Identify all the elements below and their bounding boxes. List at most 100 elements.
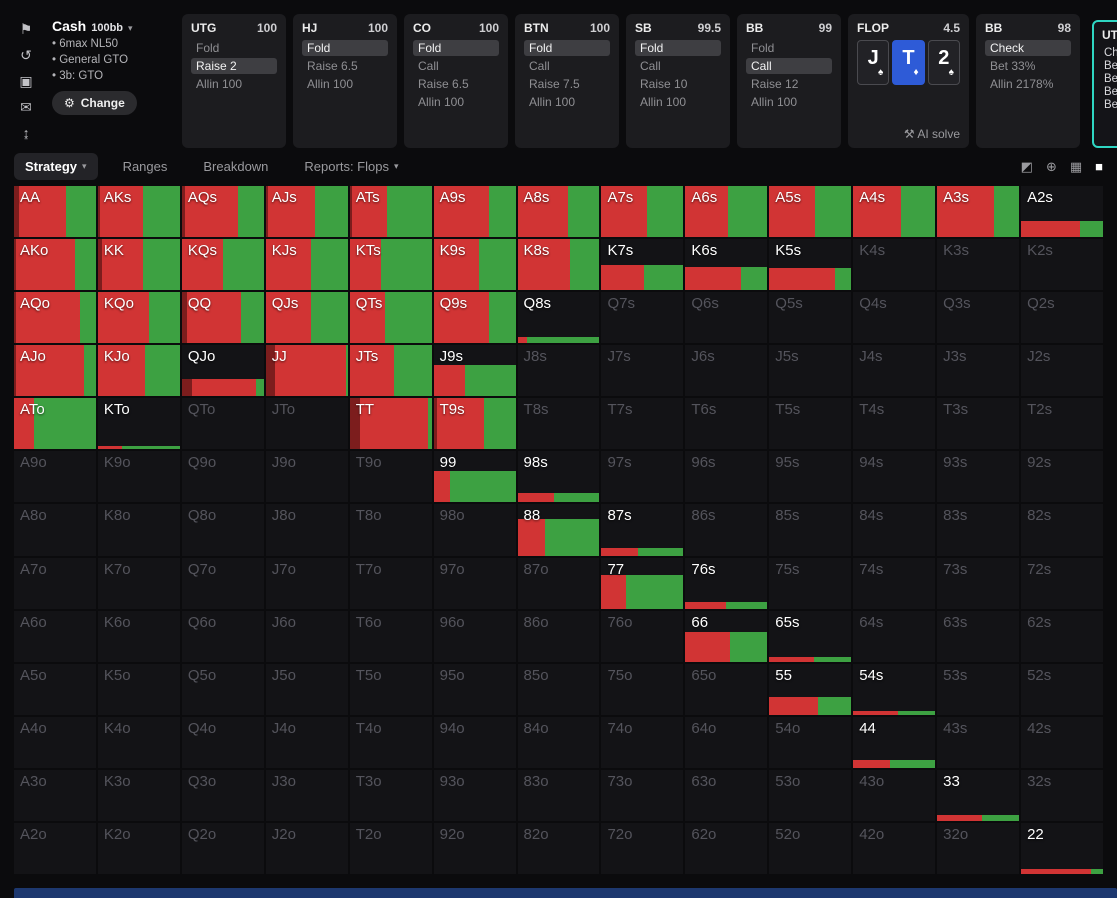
- hand-cell-AQs[interactable]: AQs: [181, 186, 264, 238]
- hand-cell-J7s[interactable]: J7s: [601, 345, 684, 397]
- hand-cell-42o[interactable]: 42o: [853, 822, 936, 874]
- hand-cell-T2s[interactable]: T2s: [1021, 398, 1103, 450]
- action-raise-6-5[interactable]: Raise 6.5: [307, 59, 358, 73]
- hand-cell-KJs[interactable]: KJs: [265, 239, 348, 291]
- hand-cell-74s[interactable]: 74s: [853, 557, 936, 609]
- hand-cell-98o[interactable]: 98o: [433, 504, 516, 556]
- hand-cell-87s[interactable]: 87s: [601, 504, 684, 556]
- hand-cell-A2o[interactable]: A2o: [14, 822, 96, 874]
- action-raise-10[interactable]: Raise 10: [640, 77, 688, 91]
- history-icon[interactable]: ↺: [20, 47, 32, 63]
- hand-cell-74o[interactable]: 74o: [601, 716, 684, 768]
- hand-cell-42s[interactable]: 42s: [1021, 716, 1103, 768]
- hand-cell-86s[interactable]: 86s: [685, 504, 768, 556]
- action-fold[interactable]: Fold: [302, 40, 388, 56]
- hand-cell-T6s[interactable]: T6s: [685, 398, 768, 450]
- action-bet[interactable]: Bet: [1104, 86, 1117, 98]
- hand-cell-92s[interactable]: 92s: [1021, 451, 1103, 503]
- action-che[interactable]: Che: [1104, 47, 1117, 59]
- hand-cell-T9o[interactable]: T9o: [349, 451, 432, 503]
- hand-cell-K8o[interactable]: K8o: [97, 504, 180, 556]
- hand-cell-QTs[interactable]: QTs: [349, 292, 432, 344]
- hand-cell-KTo[interactable]: KTo: [97, 398, 180, 450]
- hand-cell-82s[interactable]: 82s: [1021, 504, 1103, 556]
- hand-cell-52s[interactable]: 52s: [1021, 663, 1103, 715]
- hand-cell-A7s[interactable]: A7s: [601, 186, 684, 238]
- hand-cell-J2s[interactable]: J2s: [1021, 345, 1103, 397]
- hand-cell-53o[interactable]: 53o: [769, 769, 852, 821]
- hand-cell-J2o[interactable]: J2o: [265, 822, 348, 874]
- hand-cell-Q2s[interactable]: Q2s: [1021, 292, 1103, 344]
- action-allin-100[interactable]: Allin 100: [418, 95, 465, 109]
- hand-cell-ATs[interactable]: ATs: [349, 186, 432, 238]
- hand-cell-K6s[interactable]: K6s: [685, 239, 768, 291]
- hand-cell-A9s[interactable]: A9s: [433, 186, 516, 238]
- hand-cell-62s[interactable]: 62s: [1021, 610, 1103, 662]
- hand-cell-72o[interactable]: 72o: [601, 822, 684, 874]
- hand-cell-96o[interactable]: 96o: [433, 610, 516, 662]
- tab-breakdown[interactable]: Breakdown: [192, 153, 279, 180]
- hand-cell-T4o[interactable]: T4o: [349, 716, 432, 768]
- hand-cell-84o[interactable]: 84o: [517, 716, 600, 768]
- hand-cell-T5o[interactable]: T5o: [349, 663, 432, 715]
- hand-cell-A7o[interactable]: A7o: [14, 557, 96, 609]
- hand-cell-T7s[interactable]: T7s: [601, 398, 684, 450]
- action-call[interactable]: Call: [746, 58, 832, 74]
- action-allin-2178-[interactable]: Allin 2178%: [990, 77, 1054, 91]
- hand-cell-53s[interactable]: 53s: [937, 663, 1020, 715]
- hand-cell-JTs[interactable]: JTs: [349, 345, 432, 397]
- range-depth-icon[interactable]: ↨: [22, 125, 30, 141]
- hand-cell-Q2o[interactable]: Q2o: [181, 822, 264, 874]
- hand-cell-43o[interactable]: 43o: [853, 769, 936, 821]
- hand-cell-95s[interactable]: 95s: [769, 451, 852, 503]
- hand-cell-QQ[interactable]: QQ: [181, 292, 264, 344]
- hand-cell-Q3s[interactable]: Q3s: [937, 292, 1020, 344]
- hand-cell-82o[interactable]: 82o: [517, 822, 600, 874]
- hand-cell-T8s[interactable]: T8s: [517, 398, 600, 450]
- hand-cell-J4o[interactable]: J4o: [265, 716, 348, 768]
- hand-cell-55[interactable]: 55: [769, 663, 852, 715]
- action-raise-6-5[interactable]: Raise 6.5: [418, 77, 469, 91]
- hand-cell-A5o[interactable]: A5o: [14, 663, 96, 715]
- game-selector[interactable]: Cash 100bb ▾: [52, 18, 178, 34]
- chat-icon[interactable]: ✉: [20, 99, 32, 115]
- hand-cell-K3o[interactable]: K3o: [97, 769, 180, 821]
- hand-cell-T2o[interactable]: T2o: [349, 822, 432, 874]
- hand-cell-32o[interactable]: 32o: [937, 822, 1020, 874]
- hand-cell-77[interactable]: 77: [601, 557, 684, 609]
- hand-cell-AA[interactable]: AA: [14, 186, 96, 238]
- hand-cell-44[interactable]: 44: [853, 716, 936, 768]
- hand-cell-T6o[interactable]: T6o: [349, 610, 432, 662]
- action-bet-33-[interactable]: Bet 33%: [990, 59, 1036, 73]
- hand-cell-Q9o[interactable]: Q9o: [181, 451, 264, 503]
- hand-cell-94o[interactable]: 94o: [433, 716, 516, 768]
- hand-cell-96s[interactable]: 96s: [685, 451, 768, 503]
- hand-cell-66[interactable]: 66: [685, 610, 768, 662]
- hand-cell-63s[interactable]: 63s: [937, 610, 1020, 662]
- hand-cell-75s[interactable]: 75s: [769, 557, 852, 609]
- hand-cell-A6o[interactable]: A6o: [14, 610, 96, 662]
- hand-cell-43s[interactable]: 43s: [937, 716, 1020, 768]
- hand-cell-Q7o[interactable]: Q7o: [181, 557, 264, 609]
- action-allin-100[interactable]: Allin 100: [751, 95, 798, 109]
- hand-cell-T7o[interactable]: T7o: [349, 557, 432, 609]
- action-allin-100[interactable]: Allin 100: [307, 77, 354, 91]
- hand-cell-84s[interactable]: 84s: [853, 504, 936, 556]
- tab-strategy[interactable]: Strategy ▾: [14, 152, 98, 180]
- action-fold[interactable]: Fold: [751, 41, 775, 55]
- hand-cell-J7o[interactable]: J7o: [265, 557, 348, 609]
- action-call[interactable]: Call: [529, 59, 550, 73]
- action-raise-12[interactable]: Raise 12: [751, 77, 799, 91]
- action-raise-7-5[interactable]: Raise 7.5: [529, 77, 580, 91]
- action-check[interactable]: Check: [985, 40, 1071, 56]
- hand-cell-J9s[interactable]: J9s: [433, 345, 516, 397]
- action-call[interactable]: Call: [640, 59, 661, 73]
- hand-cell-52o[interactable]: 52o: [769, 822, 852, 874]
- hand-cell-Q6s[interactable]: Q6s: [685, 292, 768, 344]
- hand-cell-A3o[interactable]: A3o: [14, 769, 96, 821]
- hand-cell-86o[interactable]: 86o: [517, 610, 600, 662]
- hand-cell-KQo[interactable]: KQo: [97, 292, 180, 344]
- hand-cell-K4s[interactable]: K4s: [853, 239, 936, 291]
- hand-cell-T5s[interactable]: T5s: [769, 398, 852, 450]
- hand-cell-T9s[interactable]: T9s: [433, 398, 516, 450]
